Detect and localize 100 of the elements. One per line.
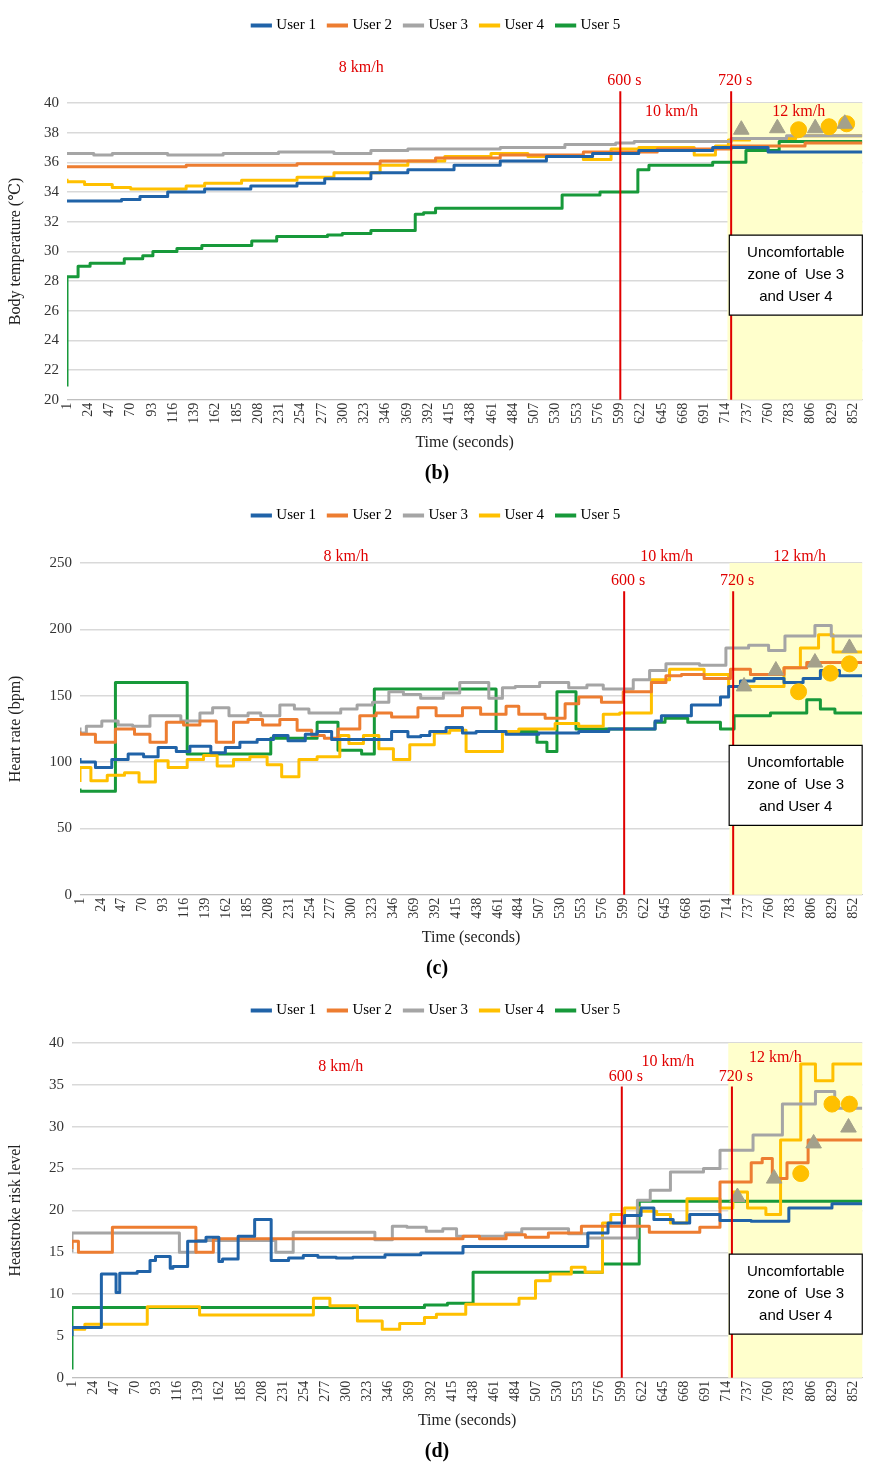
x-tick-label: 277 [313, 402, 329, 424]
x-tick-label: 346 [377, 402, 393, 424]
x-tick-label: 93 [155, 897, 171, 912]
x-axis-title: Time (seconds) [417, 1410, 517, 1429]
x-tick-label: 645 [654, 1380, 670, 1402]
x-tick-label: 185 [238, 897, 254, 919]
y-tick-label: 20 [44, 390, 59, 407]
annotation: Uncomfortable zone of Use 3 and User 4 [747, 243, 845, 305]
x-tick-label: 93 [143, 402, 159, 417]
x-tick-label: 806 [802, 897, 818, 919]
x-tick-label: 369 [398, 402, 414, 424]
x-tick-label: 714 [719, 897, 735, 919]
x-tick-label: 1 [63, 1380, 79, 1388]
text: (d) [424, 1439, 450, 1463]
x-tick-label: 392 [419, 402, 435, 424]
y-tick-label: 20 [49, 1201, 64, 1218]
legend-label: User 2 [352, 16, 392, 33]
x-tick-label: 714 [718, 1380, 734, 1402]
y-tick-label: 38 [44, 123, 59, 140]
x-tick-label: 93 [148, 1380, 164, 1395]
x-tick-label: 208 [259, 897, 275, 919]
legend-label: User 4 [504, 506, 545, 523]
x-tick-label: 300 [334, 402, 350, 424]
annotation: 10 km/h [641, 1051, 695, 1069]
x-tick-label: 139 [190, 1380, 206, 1402]
legend-label: User 4 [504, 16, 545, 33]
annotation: 8 km/h [318, 1056, 364, 1074]
x-tick-label: 645 [656, 897, 672, 919]
x-tick-label: 392 [426, 897, 442, 919]
x-tick-label: 599 [612, 1380, 628, 1402]
x-tick-label: 254 [301, 897, 317, 919]
text: (c) [425, 956, 449, 980]
x-tick-label: 714 [717, 402, 733, 424]
y-tick-label: 100 [49, 753, 72, 770]
x-tick-label: 24 [79, 402, 95, 417]
x-tick-label: 185 [232, 1380, 248, 1402]
annotation: 12 km/h [773, 546, 827, 564]
x-tick-label: 208 [253, 1380, 269, 1402]
x-tick-label: 369 [405, 897, 421, 919]
x-tick-label: 369 [401, 1380, 417, 1402]
x-tick-label: 576 [589, 402, 605, 424]
x-tick-label: 323 [364, 897, 380, 919]
x-tick-label: 47 [105, 1380, 121, 1395]
x-tick-label: 760 [759, 402, 775, 424]
x-tick-label: 70 [122, 402, 138, 417]
x-tick-label: 231 [274, 1380, 290, 1402]
x-axis-title: Time (seconds) [415, 432, 514, 451]
point [729, 1187, 746, 1203]
x-tick-label: 277 [322, 897, 338, 919]
x-tick-label: 507 [528, 1380, 544, 1402]
y-axis-title: Heart rate (bpm) [5, 675, 24, 783]
y-tick-label: 10 [49, 1285, 64, 1302]
x-tick-label: 162 [207, 402, 223, 424]
y-tick-label: 35 [49, 1075, 64, 1092]
x-tick-label: 47 [113, 897, 129, 912]
y-tick-label: 32 [44, 212, 59, 229]
text: 8 km/h [338, 57, 384, 75]
ref-line-label: 720 s [720, 571, 755, 589]
x-tick-label: 783 [781, 402, 797, 424]
x-tick-label: 185 [228, 402, 244, 424]
y-tick-label: 40 [49, 1033, 64, 1050]
x-tick-label: 691 [698, 897, 714, 919]
x-tick-label: 806 [802, 402, 818, 424]
y-tick-label: 0 [64, 885, 72, 902]
x-tick-label: 668 [674, 402, 690, 424]
y-tick-label: 26 [44, 301, 60, 318]
annotation: 10 km/h [645, 102, 698, 120]
legend-label: User 5 [580, 506, 621, 523]
x-tick-label: 691 [696, 402, 712, 424]
x-tick-label: 438 [462, 402, 478, 424]
x-tick-label: 530 [549, 1380, 565, 1402]
legend-label: User 1 [276, 16, 316, 33]
x-tick-label: 461 [485, 1380, 501, 1402]
x-tick-label: 553 [573, 897, 589, 919]
y-tick-label: 28 [44, 272, 59, 289]
x-tick-label: 415 [447, 897, 463, 919]
x-tick-label: 645 [653, 402, 669, 424]
y-tick-label: 5 [56, 1326, 64, 1343]
x-tick-label: 622 [635, 897, 651, 919]
x-tick-label: 231 [271, 402, 287, 424]
x-tick-label: 24 [92, 897, 108, 912]
x-tick-label: 507 [531, 897, 547, 919]
y-tick-label: 150 [49, 686, 72, 703]
x-tick-label: 461 [489, 897, 505, 919]
x-tick-label: 668 [675, 1380, 691, 1402]
x-tick-label: 599 [614, 897, 630, 919]
x-tick-label: 783 [782, 897, 798, 919]
x-tick-label: 231 [280, 897, 296, 919]
x-tick-label: 461 [483, 402, 499, 424]
x-tick-label: 254 [295, 1380, 311, 1402]
x-tick-label: 668 [677, 897, 693, 919]
x-tick-label: 392 [422, 1380, 438, 1402]
x-tick-label: 415 [441, 402, 457, 424]
x-tick-label: 323 [356, 402, 372, 424]
x-tick-label: 737 [738, 402, 754, 424]
ref-line-label: 720 s [718, 1066, 754, 1084]
x-tick-label: 599 [611, 402, 627, 424]
x-tick-label: 346 [385, 897, 401, 919]
text: (b) [424, 461, 450, 485]
legend-label: User 3 [428, 1001, 469, 1018]
